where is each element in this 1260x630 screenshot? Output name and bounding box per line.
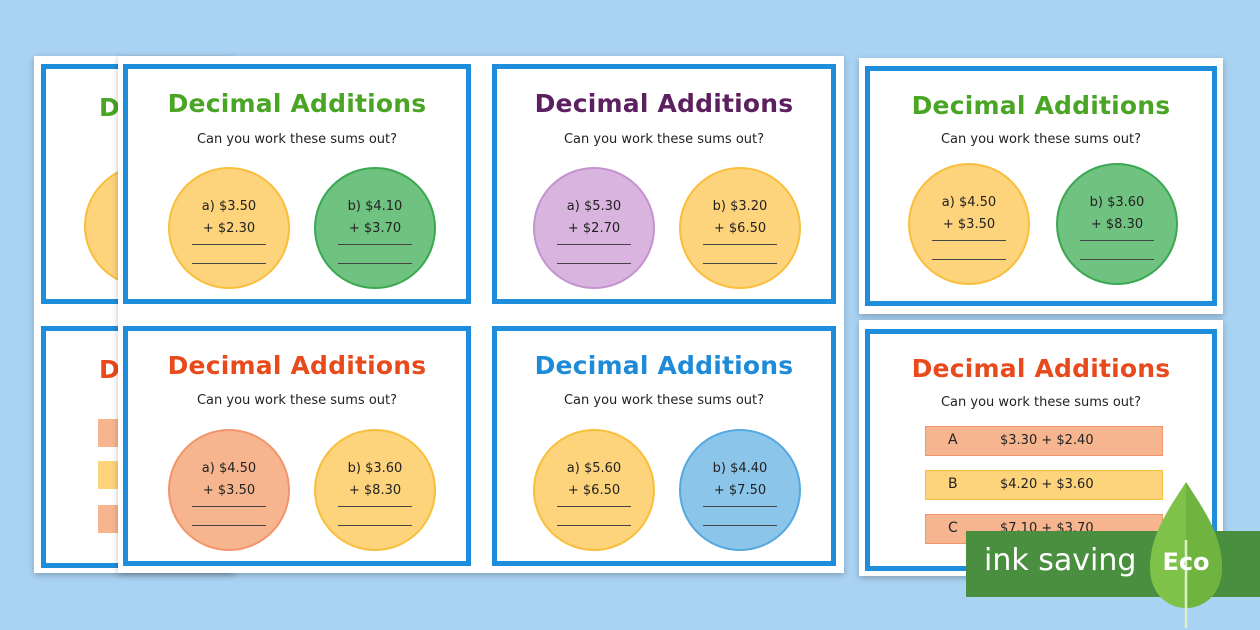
sum-b-line2: + $8.30	[348, 483, 402, 498]
card-subtitle: Can you work these sums out?	[196, 132, 398, 147]
sum-a-line1: a) $4.50	[201, 461, 257, 476]
card-subtitle: Can you work these sums out?	[940, 132, 1142, 147]
answer-line	[1080, 259, 1154, 260]
answer-line	[557, 506, 631, 507]
card-title: Decimal Additions	[534, 351, 794, 380]
sum-b-line1: b) $4.40	[712, 461, 768, 476]
sum-b-line2: + $8.30	[1090, 217, 1144, 232]
card-subtitle: Can you work these sums out?	[940, 395, 1142, 410]
card-4: Decimal Additions Can you work these sum…	[492, 326, 836, 566]
eco-leaf-icon: Eco	[1150, 482, 1222, 628]
sum-circle-a: a) $5.30 + $2.70	[533, 167, 655, 289]
row-letter: A	[948, 432, 958, 448]
sum-circle-b: b) $4.10 + $3.70	[314, 167, 436, 289]
sum-b-line2: + $7.50	[713, 483, 767, 498]
card-title: Decimal Additions	[534, 89, 794, 118]
answer-line	[338, 263, 412, 264]
answer-line	[932, 259, 1006, 260]
card-title: Decimal Additions	[167, 351, 427, 380]
eco-label: Eco	[1162, 548, 1209, 576]
card-5: Decimal Additions Can you work these sum…	[865, 66, 1217, 306]
sum-a-line2: + $3.50	[202, 483, 256, 498]
sum-a-line2: + $6.50	[567, 483, 621, 498]
sum-a-line1: a) $5.30	[566, 199, 622, 214]
answer-line	[338, 244, 412, 245]
answer-line	[557, 263, 631, 264]
answer-line	[1080, 240, 1154, 241]
sum-a-line2: + $2.30	[202, 221, 256, 236]
sum-b-line1: b) $3.20	[712, 199, 768, 214]
sum-circle-a: a) $4.50 + $3.50	[908, 163, 1030, 285]
answer-line	[338, 525, 412, 526]
answer-line	[932, 240, 1006, 241]
sum-a-line2: + $3.50	[942, 217, 996, 232]
sum-b-line1: b) $3.60	[1089, 195, 1145, 210]
card-2: Decimal Additions Can you work these sum…	[492, 64, 836, 304]
card-title: Decimal Additions	[167, 89, 427, 118]
row-sum: $4.20 + $3.60	[1000, 477, 1094, 492]
card-title: Decimal Additions	[911, 354, 1171, 383]
row-letter: B	[948, 476, 958, 492]
front-worksheet: Decimal Additions Can you work these sum…	[118, 56, 844, 573]
card-subtitle: Can you work these sums out?	[563, 132, 765, 147]
sum-a-line1: a) $5.60	[566, 461, 622, 476]
sum-row-b: B $4.20 + $3.60	[925, 470, 1163, 500]
sum-row-a: A $3.30 + $2.40	[925, 426, 1163, 456]
card-subtitle: Can you work these sums out?	[563, 393, 765, 408]
card-subtitle: Can you work these sums out?	[196, 393, 398, 408]
sum-circle-a: a) $3.50 + $2.30	[168, 167, 290, 289]
answer-line	[703, 244, 777, 245]
answer-line	[703, 506, 777, 507]
answer-line	[192, 244, 266, 245]
sum-circle-a: a) $5.60 + $6.50	[533, 429, 655, 551]
right-worksheet-top: Decimal Additions Can you work these sum…	[859, 58, 1223, 314]
sum-a-line2: + $2.70	[567, 221, 621, 236]
answer-line	[703, 263, 777, 264]
sum-a-line1: a) $3.50	[201, 199, 257, 214]
sum-circle-b: b) $3.60 + $8.30	[1056, 163, 1178, 285]
answer-line	[192, 506, 266, 507]
sum-circle-b: b) $4.40 + $7.50	[679, 429, 801, 551]
answer-line	[192, 263, 266, 264]
sum-circle-b: b) $3.20 + $6.50	[679, 167, 801, 289]
sum-b-line2: + $6.50	[713, 221, 767, 236]
sum-b-line1: b) $4.10	[347, 199, 403, 214]
answer-line	[192, 525, 266, 526]
back-card-title-red: D	[99, 355, 120, 384]
card-title: Decimal Additions	[911, 91, 1171, 120]
sum-b-line2: + $3.70	[348, 221, 402, 236]
sum-circle-a: a) $4.50 + $3.50	[168, 429, 290, 551]
ink-saving-label: ink saving	[984, 543, 1137, 578]
sum-a-line1: a) $4.50	[941, 195, 997, 210]
card-1: Decimal Additions Can you work these sum…	[123, 64, 471, 304]
answer-line	[338, 506, 412, 507]
sum-circle-b: b) $3.60 + $8.30	[314, 429, 436, 551]
answer-line	[703, 525, 777, 526]
sum-b-line1: b) $3.60	[347, 461, 403, 476]
answer-line	[557, 244, 631, 245]
row-sum: $3.30 + $2.40	[1000, 433, 1094, 448]
card-3: Decimal Additions Can you work these sum…	[123, 326, 471, 566]
answer-line	[557, 525, 631, 526]
row-letter: C	[948, 520, 958, 536]
